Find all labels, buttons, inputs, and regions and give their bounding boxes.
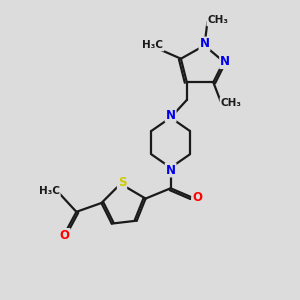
Text: H₃C: H₃C (39, 186, 60, 196)
Text: N: N (166, 164, 176, 176)
Text: CH₃: CH₃ (220, 98, 242, 108)
Text: N: N (200, 38, 209, 50)
Text: H₃C: H₃C (142, 40, 164, 50)
Text: S: S (118, 176, 126, 189)
Text: CH₃: CH₃ (207, 15, 228, 26)
Text: O: O (192, 190, 202, 204)
Text: O: O (60, 229, 70, 242)
Text: N: N (220, 55, 230, 68)
Text: N: N (166, 109, 176, 122)
